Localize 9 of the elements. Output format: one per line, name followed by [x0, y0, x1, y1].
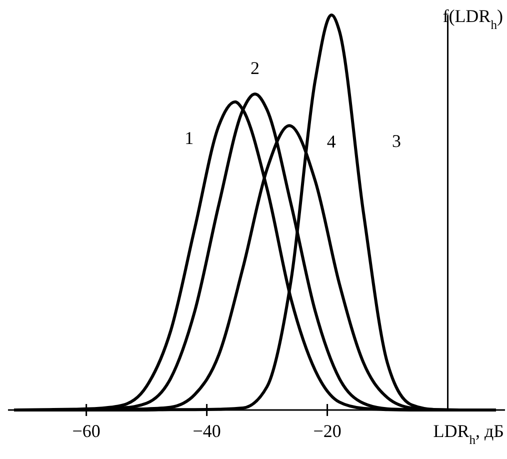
series-label: 1 [184, 128, 194, 148]
x-axis-title: LDR$_{h}$, дБ [433, 421, 504, 447]
series-label: 3 [392, 131, 401, 151]
x-tick-label: −40 [192, 421, 221, 441]
x-tick-label: −60 [72, 421, 100, 441]
y-axis-title: f(LDR$_{h}$) [442, 6, 503, 32]
series-label: 2 [250, 58, 260, 78]
x-tick-label: −20 [313, 421, 342, 441]
series-label: 4 [326, 132, 336, 152]
